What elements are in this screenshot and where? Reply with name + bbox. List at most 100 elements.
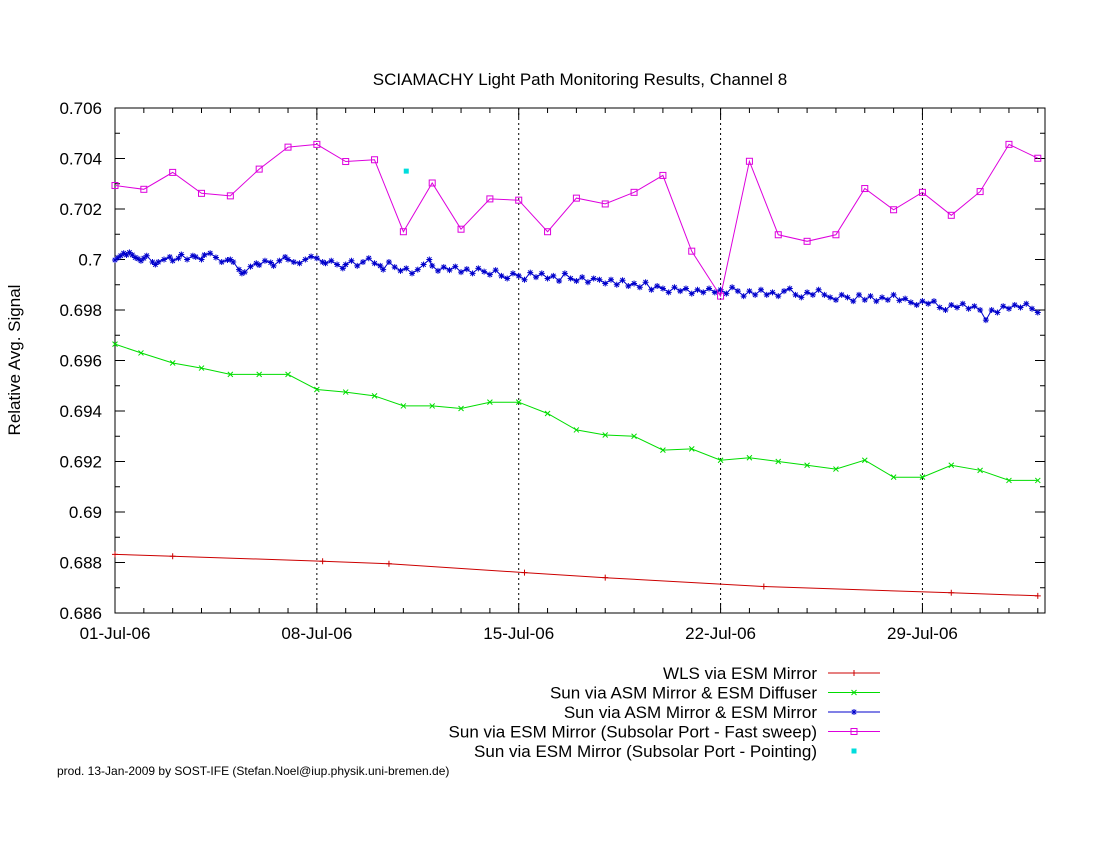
data-point — [342, 389, 349, 395]
data-point — [114, 254, 121, 261]
data-point — [377, 262, 384, 269]
data-point — [561, 270, 568, 277]
data-point — [948, 462, 955, 469]
data-point — [671, 284, 678, 291]
data-point — [201, 251, 208, 258]
data-point — [608, 276, 614, 283]
data-point — [1005, 305, 1012, 312]
data-point — [982, 317, 989, 324]
data-point — [792, 291, 799, 298]
y-tick-label: 0.704 — [59, 150, 102, 169]
data-point — [328, 257, 335, 264]
data-point — [212, 254, 219, 261]
footnote: prod. 13-Jan-2009 by SOST-IFE (Stefan.No… — [57, 764, 449, 778]
data-point — [965, 305, 972, 312]
data-point — [227, 371, 234, 378]
y-tick-label: 0.698 — [59, 301, 102, 320]
data-point — [688, 290, 695, 297]
data-point — [360, 259, 366, 266]
x-tick-label: 08-Jul-06 — [281, 624, 352, 643]
data-point — [913, 301, 920, 308]
y-tick-label: 0.69 — [69, 503, 102, 522]
data-point — [175, 255, 182, 262]
data-point — [354, 262, 361, 269]
data-point — [169, 553, 176, 560]
data-point — [734, 288, 741, 295]
data-point — [169, 360, 176, 366]
data-point — [700, 289, 707, 296]
data-point — [959, 300, 966, 307]
data-point — [391, 264, 398, 271]
axis-ticks — [114, 107, 1045, 614]
data-point — [227, 256, 234, 263]
data-point — [556, 277, 563, 284]
data-point — [138, 350, 144, 356]
data-point — [290, 259, 297, 266]
data-point — [129, 251, 136, 258]
plot-frame — [114, 107, 1046, 614]
data-point — [873, 298, 880, 305]
data-point — [936, 304, 943, 311]
data-point — [717, 292, 725, 300]
data-point — [861, 185, 869, 193]
data-point — [832, 296, 839, 303]
data-point — [236, 266, 242, 273]
data-point — [994, 309, 1001, 316]
data-point — [475, 265, 482, 272]
data-point — [140, 255, 147, 262]
data-point — [763, 291, 770, 298]
data-point — [385, 560, 392, 567]
series-5 — [403, 168, 409, 174]
data-point — [948, 589, 955, 596]
data-point — [166, 253, 173, 260]
data-point — [296, 260, 303, 267]
x-tick-label: 15-Jul-06 — [483, 624, 554, 643]
data-point — [879, 294, 886, 301]
data-point — [942, 307, 949, 313]
series-4 — [111, 140, 1042, 300]
data-point — [1005, 140, 1013, 148]
x-tick-labels: 01-Jul-06 08-Jul-06 15-Jul-06 22-Jul-06 29-J… — [80, 624, 958, 643]
x-tick-label: 29-Jul-06 — [887, 624, 958, 643]
data-point — [486, 271, 493, 278]
data-point — [631, 433, 637, 440]
data-point — [521, 276, 528, 283]
legend-swatch-marker — [851, 709, 857, 715]
data-point — [890, 206, 898, 214]
data-point — [925, 300, 932, 307]
data-point — [660, 447, 666, 453]
data-point — [400, 403, 407, 409]
data-point — [948, 301, 955, 308]
data-point — [276, 257, 283, 264]
data-point — [833, 466, 839, 472]
data-point — [238, 270, 245, 277]
series-line — [114, 143, 1039, 298]
data-point — [420, 261, 427, 268]
data-point — [458, 269, 465, 276]
legend-swatch-marker — [851, 748, 857, 754]
y-tick-label: 0.702 — [59, 200, 102, 219]
data-point — [253, 260, 260, 267]
data-point — [567, 275, 574, 282]
data-point — [218, 259, 225, 266]
data-point — [803, 237, 811, 245]
data-point — [752, 291, 759, 298]
y-tick-label: 0.686 — [59, 604, 102, 623]
data-point — [544, 410, 551, 417]
data-point — [573, 277, 580, 284]
data-point — [365, 255, 372, 262]
data-point — [486, 195, 494, 203]
data-point — [112, 341, 118, 347]
data-point — [544, 275, 551, 282]
data-point — [977, 307, 984, 313]
data-point — [890, 291, 897, 298]
data-point — [827, 294, 834, 301]
data-point — [602, 574, 609, 581]
data-point — [665, 289, 672, 296]
data-point — [602, 280, 609, 287]
data-point — [504, 275, 511, 282]
data-point — [123, 251, 130, 258]
data-point — [1011, 301, 1018, 308]
data-point — [256, 371, 263, 378]
data-point — [1034, 154, 1042, 162]
